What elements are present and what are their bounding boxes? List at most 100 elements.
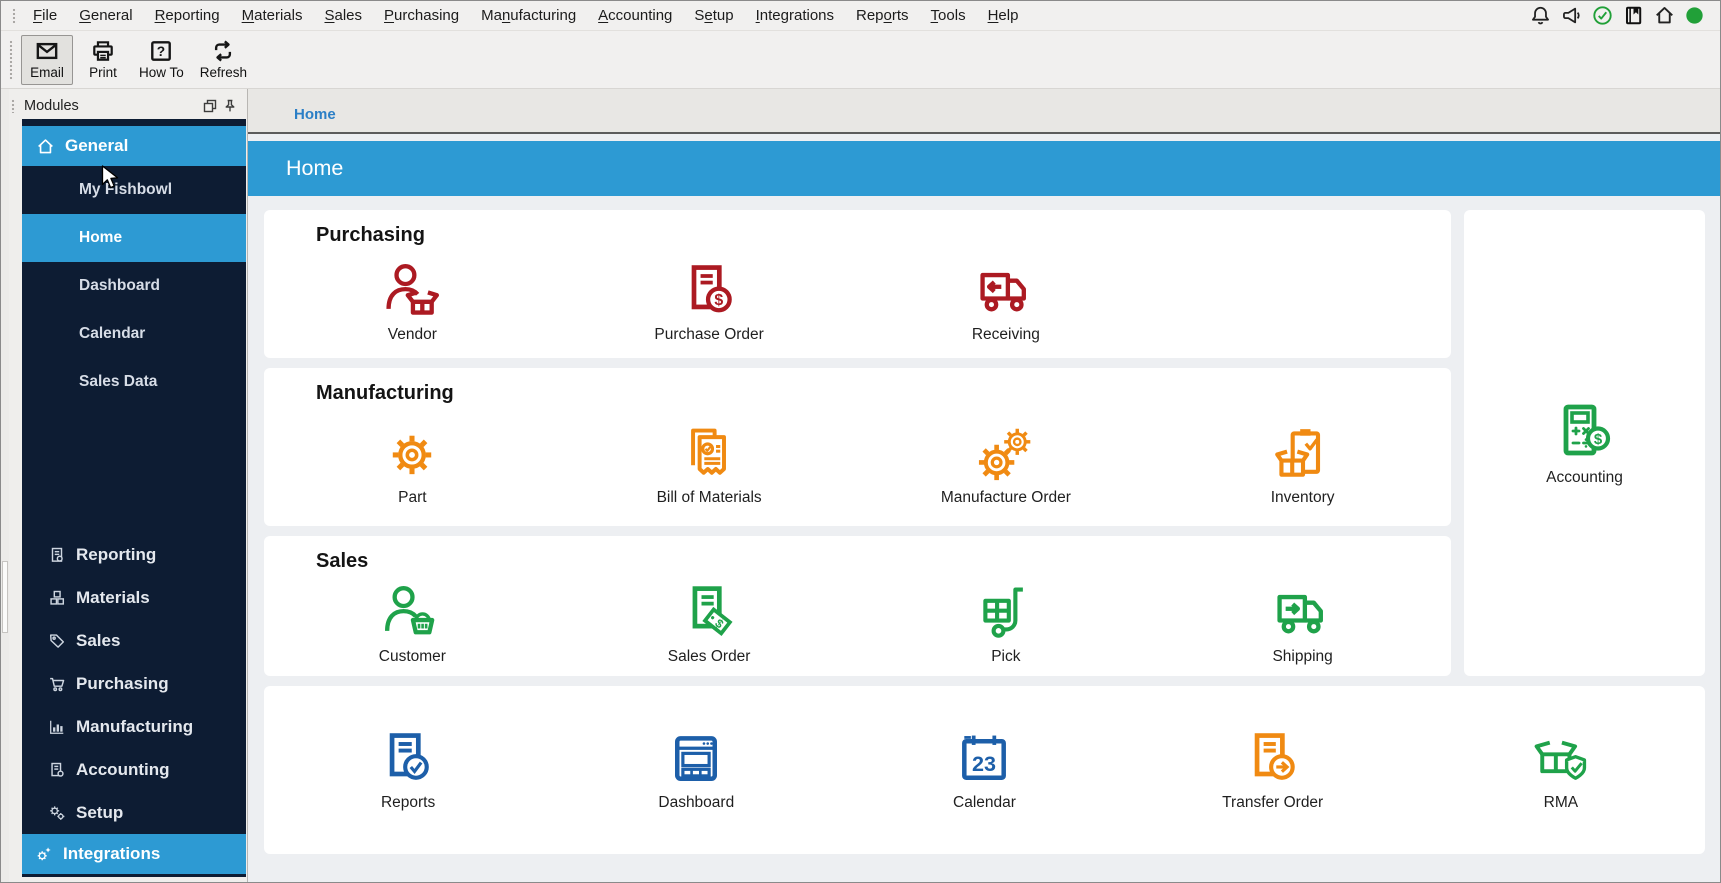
manufacturing-section-card: Manufacturing Part Bill of Materials bbox=[264, 368, 1451, 526]
tab-home[interactable]: Home bbox=[294, 106, 336, 123]
calendar-icon: 23 bbox=[954, 729, 1014, 789]
menu-reports[interactable]: Reports bbox=[856, 7, 909, 24]
how-to-button[interactable]: How To bbox=[133, 35, 190, 85]
ledger-icon bbox=[48, 761, 66, 779]
menu-general[interactable]: General bbox=[79, 7, 133, 24]
pick-icon bbox=[976, 583, 1036, 643]
sidebar-item-dashboard[interactable]: Dashboard bbox=[79, 277, 160, 294]
menu-file[interactable]: File bbox=[33, 7, 58, 24]
status-icon-bar bbox=[1530, 5, 1720, 26]
tile-inventory[interactable]: Inventory bbox=[1154, 424, 1451, 507]
menu-sales[interactable]: Sales bbox=[324, 7, 363, 24]
sales-section-card: Sales Customer Sales Order bbox=[264, 536, 1451, 676]
check-circle-icon[interactable] bbox=[1592, 5, 1613, 26]
tile-customer[interactable]: Customer bbox=[264, 583, 561, 666]
bill-of-materials-icon bbox=[679, 424, 739, 484]
modules-grip[interactable] bbox=[11, 99, 16, 113]
menu-integrations[interactable]: Integrations bbox=[755, 7, 834, 24]
vendor-icon bbox=[382, 261, 442, 321]
modules-panel: Modules General My Fishbowl Home Dashboa… bbox=[9, 89, 247, 882]
sidebar-item-purchasing[interactable]: Purchasing bbox=[22, 662, 246, 705]
how-to-button-label: How To bbox=[139, 65, 184, 80]
tile-sales-order[interactable]: Sales Order bbox=[561, 583, 858, 666]
reports-icon bbox=[378, 729, 438, 789]
sidebar-item-home[interactable]: Home bbox=[22, 214, 246, 262]
refresh-icon bbox=[210, 40, 236, 62]
tile-dashboard[interactable]: Dashboard bbox=[552, 729, 840, 812]
menu-help[interactable]: Help bbox=[987, 7, 1019, 24]
purchasing-section-title: Purchasing bbox=[316, 224, 425, 246]
float-window-icon[interactable] bbox=[203, 99, 217, 113]
menubar-grip[interactable] bbox=[12, 7, 17, 24]
sidebar-item-setup[interactable]: Setup bbox=[22, 791, 246, 834]
sidebar-item-sales[interactable]: Sales bbox=[22, 619, 246, 662]
part-gear-icon bbox=[382, 424, 442, 484]
cart-icon bbox=[48, 675, 66, 693]
tile-manufacture-order[interactable]: Manufacture Order bbox=[858, 424, 1155, 507]
email-button-label: Email bbox=[30, 65, 64, 80]
print-button[interactable]: Print bbox=[77, 35, 129, 85]
tile-bill-of-materials[interactable]: Bill of Materials bbox=[561, 424, 858, 507]
sidebar-item-my-fishbowl[interactable]: My Fishbowl bbox=[79, 181, 172, 198]
sidebar-item-general[interactable]: General bbox=[22, 126, 246, 166]
tile-reports[interactable]: Reports bbox=[264, 729, 552, 812]
email-icon bbox=[34, 40, 60, 62]
menu-setup[interactable]: Setup bbox=[694, 7, 734, 24]
bell-icon[interactable] bbox=[1530, 5, 1551, 26]
transfer-order-icon bbox=[1243, 729, 1303, 789]
question-icon bbox=[148, 40, 174, 62]
page-title-banner: Home bbox=[248, 141, 1720, 196]
refresh-button[interactable]: Refresh bbox=[194, 35, 253, 85]
status-dot[interactable] bbox=[1685, 6, 1704, 25]
splitter-handle[interactable] bbox=[2, 561, 8, 633]
purchasing-section-card: Purchasing Vendor Purchase Order bbox=[264, 210, 1451, 358]
home-icon[interactable] bbox=[1654, 5, 1675, 26]
menu-manufacturing[interactable]: Manufacturing bbox=[481, 7, 577, 24]
svg-text:23: 23 bbox=[973, 751, 997, 776]
print-button-label: Print bbox=[89, 65, 117, 80]
modules-panel-title: Modules bbox=[24, 98, 79, 114]
menu-purchasing[interactable]: Purchasing bbox=[384, 7, 460, 24]
modules-panel-header: Modules bbox=[9, 89, 247, 119]
sidebar-item-label: General bbox=[65, 136, 129, 155]
tile-transfer-order[interactable]: Transfer Order bbox=[1129, 729, 1417, 812]
menu-tools[interactable]: Tools bbox=[930, 7, 966, 24]
tile-calendar[interactable]: 23 Calendar bbox=[840, 729, 1128, 812]
tile-vendor[interactable]: Vendor bbox=[264, 261, 561, 344]
sidebar-item-reporting[interactable]: Reporting bbox=[22, 533, 246, 576]
tile-rma[interactable]: RMA bbox=[1417, 729, 1705, 812]
sidebar-item-accounting[interactable]: Accounting bbox=[22, 748, 246, 791]
megaphone-icon[interactable] bbox=[1561, 5, 1582, 26]
rma-icon bbox=[1531, 729, 1591, 789]
manufacture-order-icon bbox=[976, 424, 1036, 484]
sidebar-item-materials[interactable]: Materials bbox=[22, 576, 246, 619]
tile-purchase-order[interactable]: Purchase Order bbox=[561, 261, 858, 344]
menu-reporting[interactable]: Reporting bbox=[154, 7, 220, 24]
report-icon bbox=[48, 546, 66, 564]
pin-icon[interactable] bbox=[223, 99, 237, 113]
sidebar-item-integrations[interactable]: Integrations bbox=[22, 834, 246, 874]
sidebar-item-sales-data[interactable]: Sales Data bbox=[79, 373, 158, 390]
tile-shipping[interactable]: Shipping bbox=[1154, 583, 1451, 666]
tile-receiving[interactable]: Receiving bbox=[858, 261, 1155, 344]
inventory-icon bbox=[1273, 424, 1333, 484]
integration-gear-icon bbox=[35, 845, 53, 863]
sidebar-item-manufacturing[interactable]: Manufacturing bbox=[22, 705, 246, 748]
tile-pick[interactable]: Pick bbox=[858, 583, 1155, 666]
gears-icon bbox=[48, 804, 66, 822]
menu-accounting[interactable]: Accounting bbox=[598, 7, 673, 24]
menu-materials[interactable]: Materials bbox=[241, 7, 303, 24]
tile-part[interactable]: Part bbox=[264, 424, 561, 507]
main-area: Home Home Purchasing Vendor bbox=[247, 89, 1720, 882]
home-content: Purchasing Vendor Purchase Order bbox=[248, 196, 1720, 882]
boxes-icon bbox=[48, 589, 66, 607]
accounting-icon bbox=[1552, 400, 1616, 464]
book-icon[interactable] bbox=[1623, 5, 1644, 26]
toolbar-grip[interactable] bbox=[9, 40, 14, 80]
sidebar-item-calendar[interactable]: Calendar bbox=[79, 325, 146, 342]
print-icon bbox=[90, 40, 116, 62]
sales-order-icon bbox=[679, 583, 739, 643]
email-button[interactable]: Email bbox=[21, 35, 73, 85]
tile-accounting[interactable]: Accounting bbox=[1546, 400, 1623, 487]
